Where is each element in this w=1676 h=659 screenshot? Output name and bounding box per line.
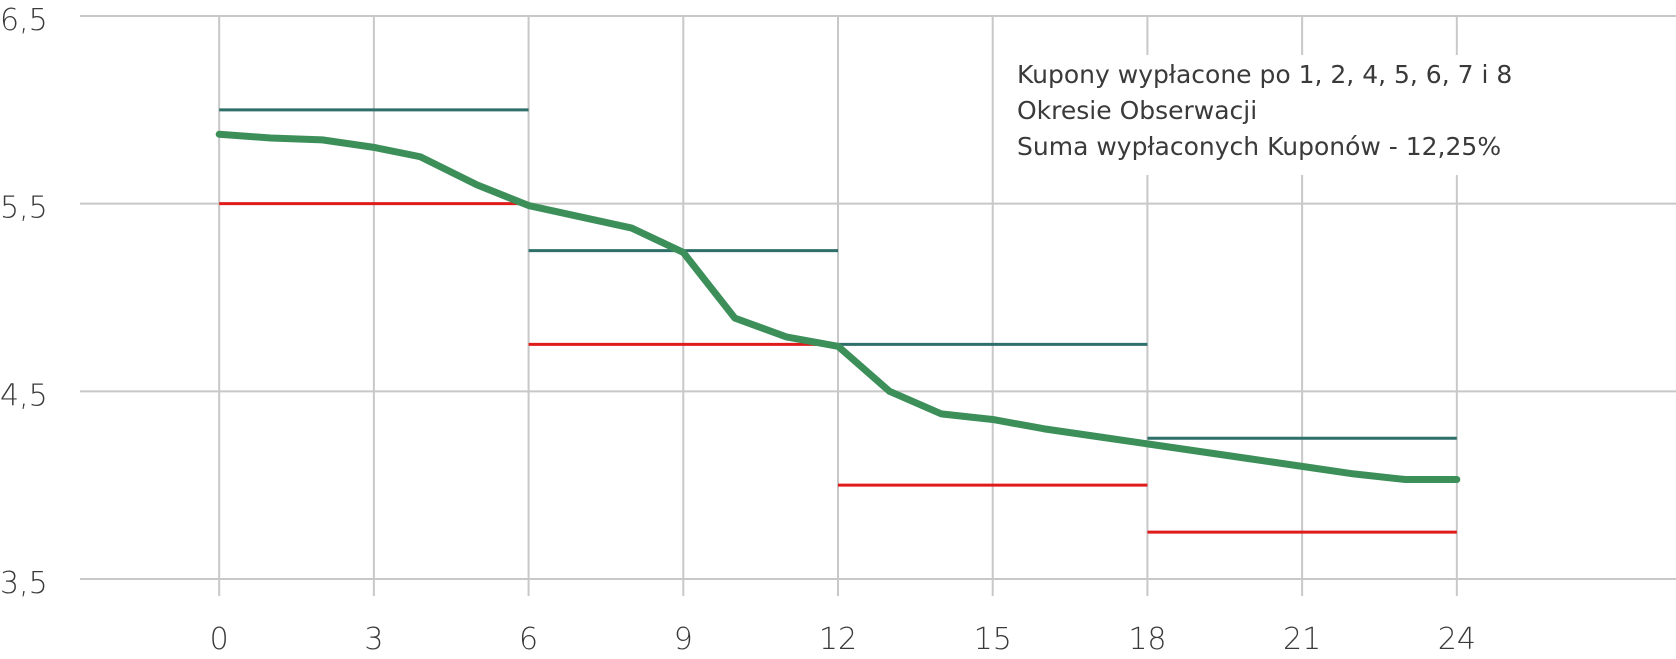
y-tick-label: 5,5 [0,191,48,226]
x-tick-label: 6 [519,622,538,657]
price-line [215,130,1461,484]
threshold-steps [219,108,1457,534]
annotation-background [1000,55,1560,175]
annotation-line-2: Okresie Obserwacji [1017,96,1257,125]
x-tick-label: 9 [674,622,693,657]
y-tick-label: 4,5 [0,378,48,413]
x-tick-label: 15 [974,622,1012,657]
annotation-line-1: Kupony wypłacone po 1, 2, 4, 5, 6, 7 i 8 [1017,60,1512,89]
x-tick-label: 21 [1283,622,1321,657]
y-tick-label: 3,5 [0,566,48,601]
series-line [215,130,1461,484]
x-tick-label: 18 [1128,622,1166,657]
y-tick-label: 6,5 [0,3,48,38]
x-tick-label: 0 [210,622,229,657]
x-tick-label: 3 [364,622,383,657]
annotation-line-3: Suma wypłaconych Kuponów - 12,25% [1017,132,1501,161]
x-tick-label: 12 [819,622,857,657]
tick-labels: 0 3 6 9 12 15 18 21 24 3,5 4,5 5,5 6,5 [0,3,1476,657]
x-tick-label: 24 [1438,622,1476,657]
